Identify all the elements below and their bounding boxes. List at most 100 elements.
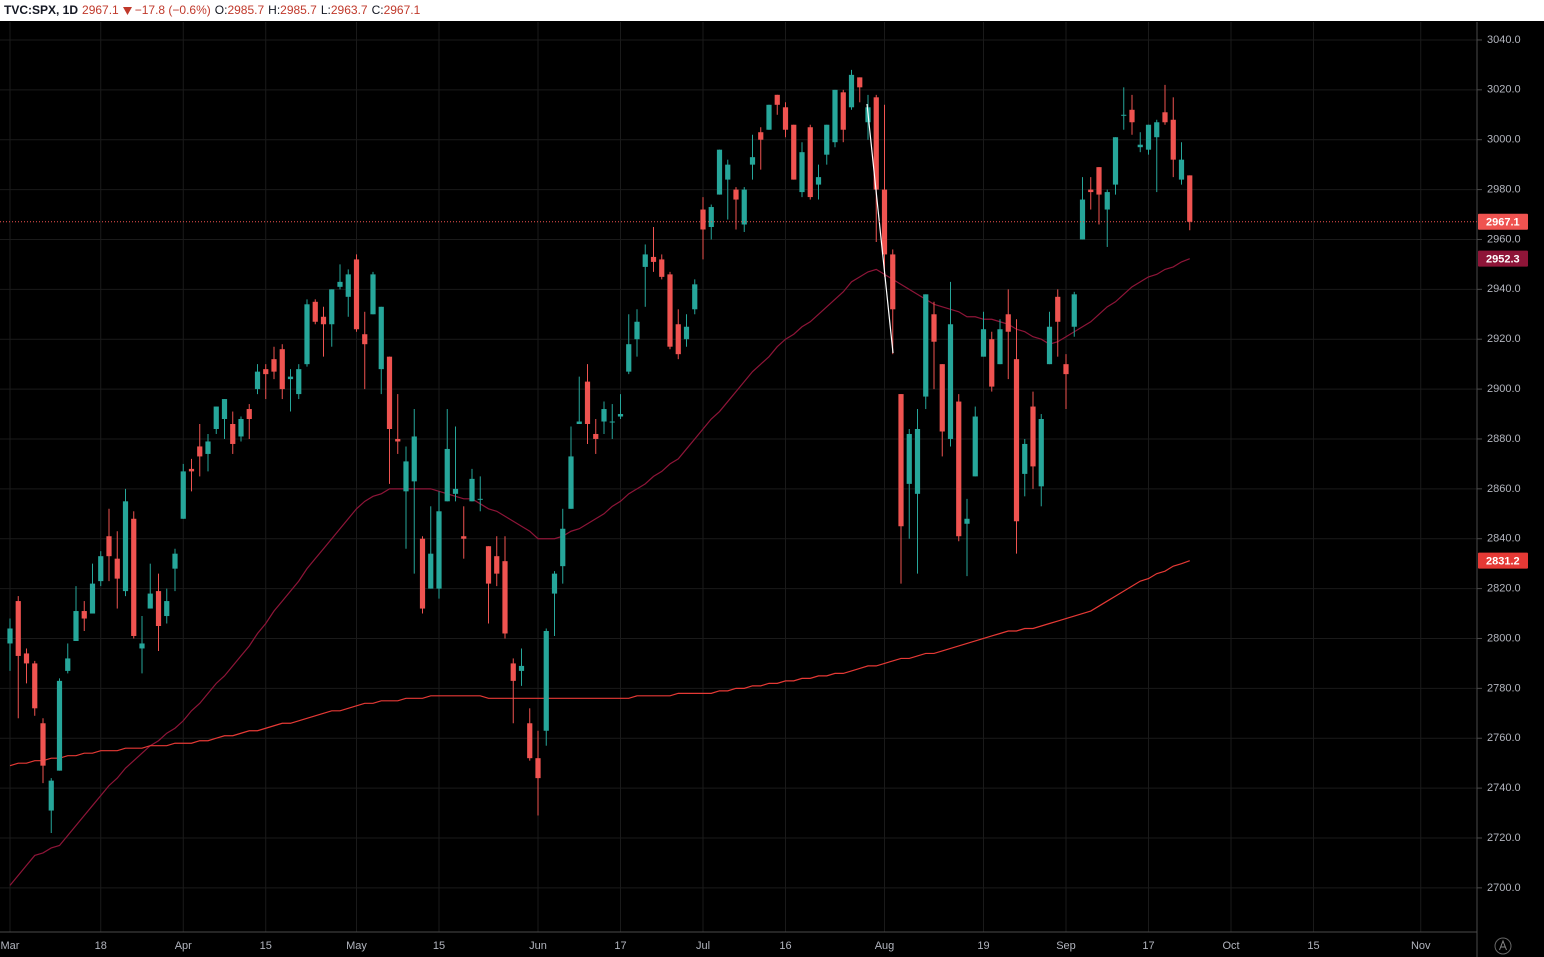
candle-body [1187, 175, 1193, 222]
candle-body [1005, 314, 1011, 332]
x-tick-label: 18 [95, 940, 107, 952]
candle-body [824, 124, 830, 155]
candle-body [939, 364, 945, 432]
y-tick-label: 2860.0 [1487, 483, 1521, 495]
candle-body [584, 381, 591, 425]
candle-body [832, 89, 838, 143]
candle-body [188, 468, 195, 472]
candle-body [98, 556, 104, 582]
candle-body [1022, 443, 1028, 474]
x-tick-label: Aug [875, 940, 895, 952]
auto-scale-button[interactable] [1494, 937, 1512, 955]
candle-body [15, 601, 21, 656]
candle-body [576, 421, 582, 425]
candle-body [205, 441, 211, 454]
candle-body [518, 665, 525, 671]
candle-body [1121, 114, 1127, 116]
x-tick-label: 17 [1142, 940, 1154, 952]
candle-body [725, 164, 731, 180]
candle-body [700, 209, 706, 230]
candle-body [23, 653, 30, 664]
candle-body [782, 107, 789, 130]
candle-body [634, 321, 640, 340]
x-tick-label: 16 [779, 940, 791, 952]
candle-body [1137, 144, 1143, 148]
candle-body [436, 511, 442, 589]
high-value: 2985.7 [280, 3, 317, 17]
moving-averages [9, 258, 1190, 886]
candle-body [766, 104, 772, 130]
candle-body [172, 553, 178, 569]
y-tick-label: 2780.0 [1487, 682, 1521, 694]
candle-body [428, 553, 434, 589]
candle-body [1096, 167, 1102, 195]
candle-body [411, 436, 417, 482]
candle-body [89, 583, 96, 614]
down-arrow [122, 6, 132, 15]
candle-body [378, 306, 384, 370]
candle-body [494, 556, 500, 574]
price-change: −17.8 (−0.6%) [134, 3, 211, 17]
candle-body [840, 92, 846, 130]
candle-body [254, 371, 261, 390]
candle-body [221, 399, 228, 420]
candle-body [758, 132, 764, 140]
x-tick-label: Sep [1056, 940, 1076, 952]
y-tick-label: 2800.0 [1487, 632, 1521, 644]
y-tick-label: 2980.0 [1487, 183, 1521, 195]
candle-body [560, 528, 566, 567]
y-tick-label: 2920.0 [1487, 333, 1521, 345]
candle-body [708, 207, 714, 227]
low-value: 2963.7 [330, 3, 368, 17]
candle-body [873, 97, 879, 190]
candle-body [898, 394, 904, 527]
candle-body [362, 334, 368, 345]
candle-body [263, 369, 269, 375]
price-tag [1478, 250, 1528, 267]
x-tick-label: Mar [1, 940, 20, 952]
y-tick-label: 2960.0 [1487, 233, 1521, 245]
candle-body [626, 344, 632, 372]
candle-body [353, 259, 360, 330]
candle-body [568, 456, 574, 509]
candle-body [733, 189, 739, 200]
x-tick-label: 15 [260, 940, 272, 952]
x-tick-label: Nov [1411, 940, 1431, 952]
candle-body [197, 446, 203, 457]
candle-body [296, 369, 302, 395]
x-tick-label: Apr [175, 940, 192, 952]
candle-body [609, 421, 615, 423]
x-tick-label: Oct [1222, 940, 1239, 952]
candle-body [997, 329, 1003, 365]
candle-body [403, 461, 409, 492]
candle-body [329, 289, 335, 325]
candle-body [469, 478, 475, 502]
candle-body [692, 284, 698, 310]
y-tick-label: 3040.0 [1487, 34, 1521, 46]
open-value: 2985.7 [227, 3, 265, 17]
candle-body [543, 630, 549, 731]
candle-body [1088, 189, 1094, 193]
candle-body [131, 518, 137, 636]
candle-body [1154, 122, 1160, 138]
candle-body [477, 498, 483, 500]
price-tag-label: 2952.3 [1486, 254, 1520, 266]
close-label: C: [371, 3, 384, 17]
candle-body [106, 536, 112, 557]
candle-body [659, 259, 665, 277]
candle-body [683, 326, 690, 340]
candle-body [617, 414, 624, 417]
candle-body [81, 611, 87, 619]
candle-body [551, 573, 558, 594]
candle-body [65, 658, 71, 671]
candle-body [73, 611, 79, 641]
candle-body [337, 281, 343, 287]
price-tag-label: 2967.1 [1486, 217, 1520, 229]
y-tick-label: 2940.0 [1487, 283, 1521, 295]
candle-body [1170, 119, 1176, 160]
candle-body [1063, 364, 1069, 375]
candle-body [395, 438, 401, 442]
candle-body [906, 433, 912, 484]
